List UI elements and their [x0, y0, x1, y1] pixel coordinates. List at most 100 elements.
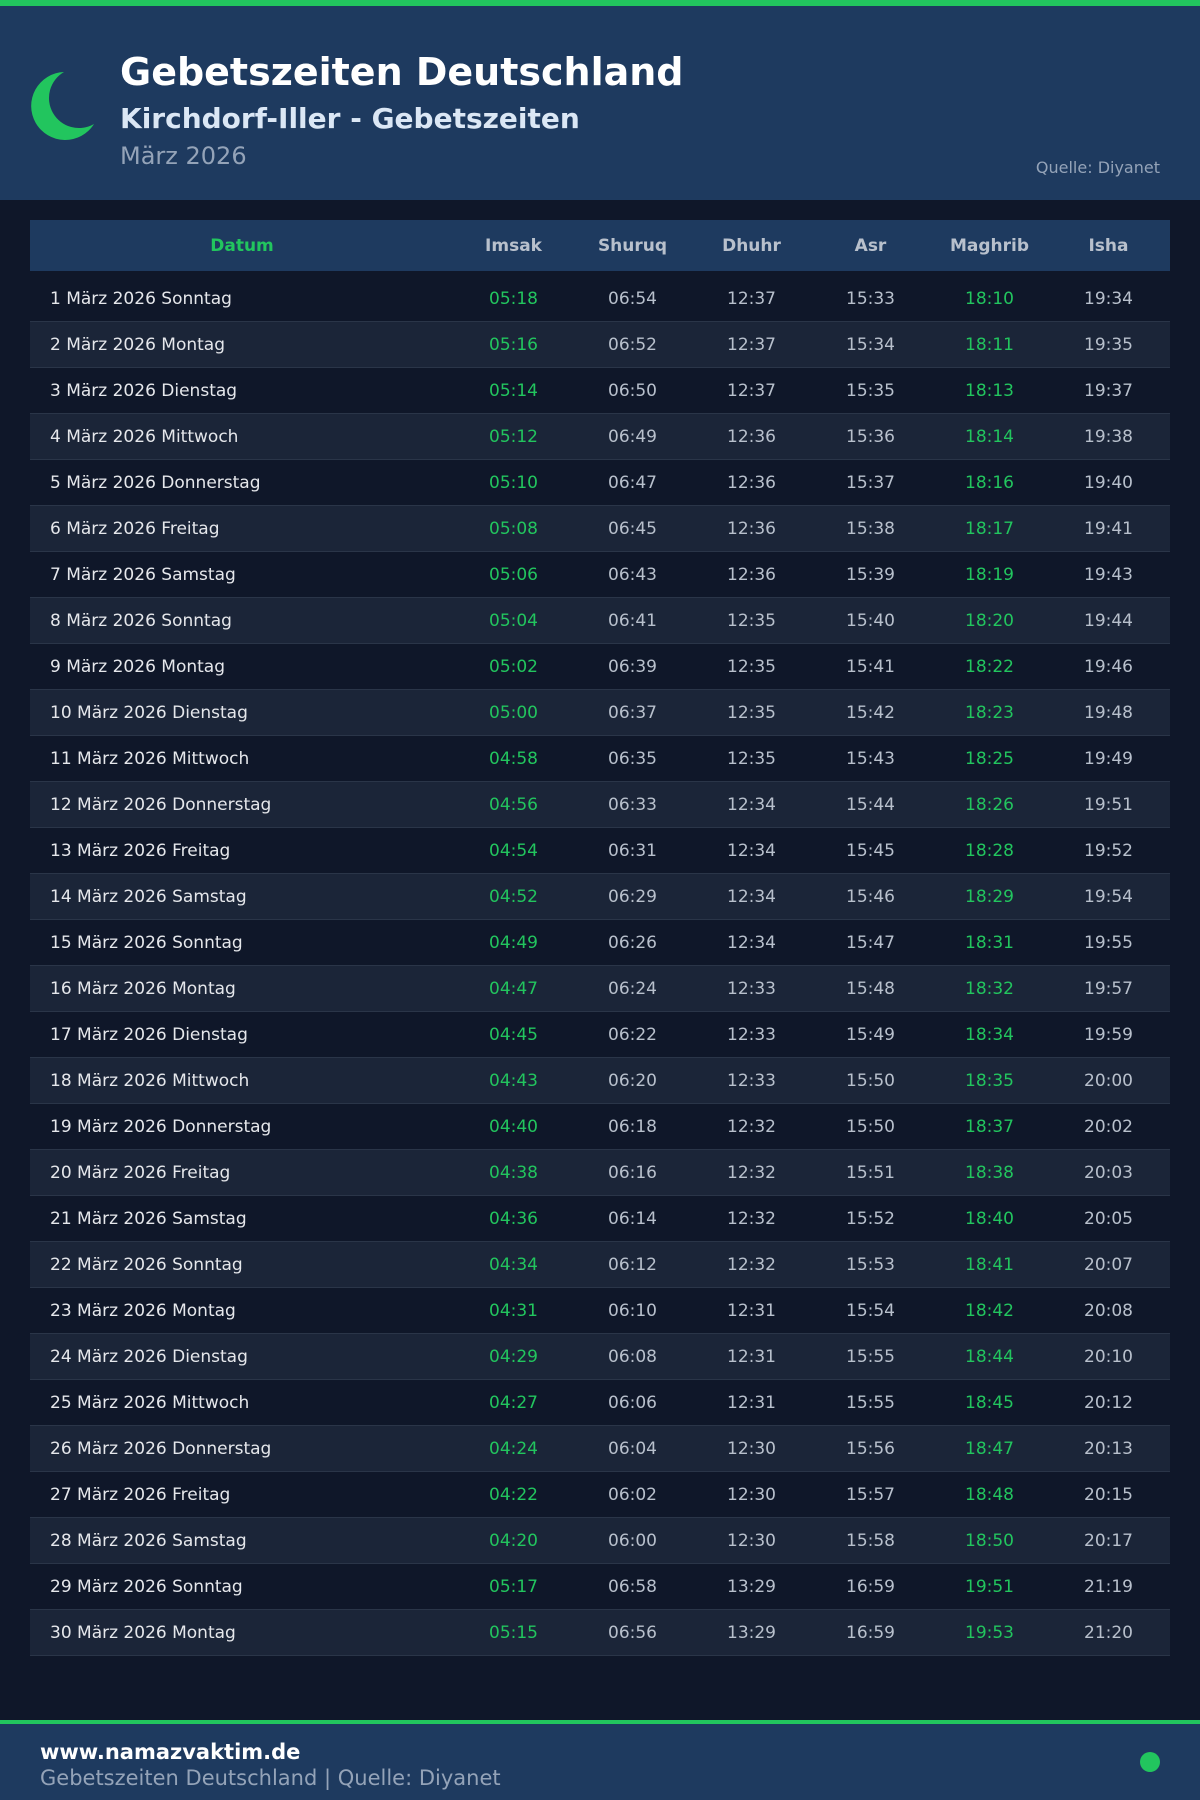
time-cell-imsak: 04:56 — [489, 794, 538, 815]
time-cell-dhuhr: 12:37 — [727, 334, 776, 355]
time-cell-isha: 19:48 — [1084, 702, 1133, 723]
time-cell-isha: 19:57 — [1084, 978, 1133, 999]
table-row: 8 März 2026 Sonntag 05:04 06:41 12:35 15:40 1… — [30, 598, 1170, 644]
time-cell-dhuhr: 13:29 — [727, 1622, 776, 1643]
time-cell-imsak: 05:00 — [489, 702, 538, 723]
time-cell-dhuhr: 12:36 — [727, 564, 776, 585]
date-cell: 23 März 2026 Montag — [50, 1300, 236, 1321]
time-cell-dhuhr: 12:31 — [727, 1300, 776, 1321]
time-cell-asr: 15:52 — [846, 1208, 895, 1229]
table-row: 15 März 2026 Sonntag 04:49 06:26 12:34 15:47… — [30, 920, 1170, 966]
time-cell-shuruq: 06:06 — [608, 1392, 657, 1413]
column-header-isha: Isha — [1088, 235, 1129, 256]
time-cell-shuruq: 06:35 — [608, 748, 657, 769]
date-cell: 5 März 2026 Donnerstag — [50, 472, 261, 493]
time-cell-shuruq: 06:24 — [608, 978, 657, 999]
time-cell-maghrib: 18:44 — [965, 1346, 1014, 1367]
time-cell-shuruq: 06:14 — [608, 1208, 657, 1229]
time-cell-shuruq: 06:29 — [608, 886, 657, 907]
time-cell-imsak: 05:08 — [489, 518, 538, 539]
time-cell-isha: 20:00 — [1084, 1070, 1133, 1091]
time-cell-shuruq: 06:08 — [608, 1346, 657, 1367]
date-cell: 26 März 2026 Donnerstag — [50, 1438, 272, 1459]
column-header-shuruq: Shuruq — [597, 235, 668, 256]
date-cell: 11 März 2026 Mittwoch — [50, 748, 250, 769]
time-cell-maghrib: 19:53 — [965, 1622, 1014, 1643]
time-cell-dhuhr: 12:36 — [727, 518, 776, 539]
time-cell-imsak: 04:34 — [489, 1254, 538, 1275]
time-cell-maghrib: 18:25 — [965, 748, 1014, 769]
time-cell-maghrib: 18:34 — [965, 1024, 1014, 1045]
time-cell-isha: 19:55 — [1084, 932, 1133, 953]
date-cell: 10 März 2026 Dienstag — [50, 702, 248, 723]
time-cell-shuruq: 06:58 — [608, 1576, 657, 1597]
time-cell-asr: 15:58 — [846, 1530, 895, 1551]
time-cell-maghrib: 18:29 — [965, 886, 1014, 907]
time-cell-asr: 15:54 — [846, 1300, 895, 1321]
time-cell-shuruq: 06:45 — [608, 518, 657, 539]
time-cell-dhuhr: 12:36 — [727, 426, 776, 447]
time-cell-asr: 15:39 — [846, 564, 895, 585]
time-cell-isha: 20:03 — [1084, 1162, 1133, 1183]
time-cell-dhuhr: 12:36 — [727, 472, 776, 493]
time-cell-isha: 19:37 — [1084, 380, 1133, 401]
time-cell-maghrib: 18:14 — [965, 426, 1014, 447]
table-row: 22 März 2026 Sonntag 04:34 06:12 12:32 15:53… — [30, 1242, 1170, 1288]
status-dot-icon — [1140, 1752, 1160, 1772]
table-row: 14 März 2026 Samstag 04:52 06:29 12:34 15:46… — [30, 874, 1170, 920]
time-cell-dhuhr: 12:33 — [727, 1070, 776, 1091]
table-header: Datum Imsak Shuruq Dhuhr Asr Maghrib Isha — [30, 220, 1170, 271]
time-cell-shuruq: 06:54 — [608, 288, 657, 309]
time-cell-asr: 15:57 — [846, 1484, 895, 1505]
table-row: 24 März 2026 Dienstag 04:29 06:08 12:31 15:5… — [30, 1334, 1170, 1380]
time-cell-dhuhr: 12:35 — [727, 748, 776, 769]
time-cell-asr: 15:51 — [846, 1162, 895, 1183]
time-cell-asr: 15:48 — [846, 978, 895, 999]
time-cell-imsak: 04:31 — [489, 1300, 538, 1321]
time-cell-dhuhr: 12:33 — [727, 1024, 776, 1045]
time-cell-isha: 19:54 — [1084, 886, 1133, 907]
time-cell-dhuhr: 12:32 — [727, 1208, 776, 1229]
table-row: 13 März 2026 Freitag 04:54 06:31 12:34 15:45… — [30, 828, 1170, 874]
time-cell-isha: 19:51 — [1084, 794, 1133, 815]
footer-site-link[interactable]: www.namazvaktim.de — [40, 1740, 301, 1764]
table-row: 25 März 2026 Mittwoch 04:27 06:06 12:31 15:5… — [30, 1380, 1170, 1426]
time-cell-dhuhr: 12:34 — [727, 794, 776, 815]
time-cell-maghrib: 18:35 — [965, 1070, 1014, 1091]
time-cell-maghrib: 18:42 — [965, 1300, 1014, 1321]
time-cell-asr: 15:41 — [846, 656, 895, 677]
time-cell-shuruq: 06:50 — [608, 380, 657, 401]
date-cell: 16 März 2026 Montag — [50, 978, 236, 999]
date-cell: 9 März 2026 Montag — [50, 656, 226, 677]
time-cell-maghrib: 18:45 — [965, 1392, 1014, 1413]
time-cell-dhuhr: 12:30 — [727, 1484, 776, 1505]
time-cell-imsak: 04:58 — [489, 748, 538, 769]
column-header-dhuhr: Dhuhr — [722, 235, 781, 256]
date-cell: 1 März 2026 Sonntag — [50, 288, 232, 309]
time-cell-maghrib: 18:32 — [965, 978, 1014, 999]
time-cell-maghrib: 18:17 — [965, 518, 1014, 539]
time-cell-isha: 19:34 — [1084, 288, 1133, 309]
time-cell-asr: 15:34 — [846, 334, 895, 355]
time-cell-imsak: 04:49 — [489, 932, 538, 953]
column-header-imsak: Imsak — [485, 235, 542, 256]
table-row: 7 März 2026 Samstag 05:06 06:43 12:36 15:39 1… — [30, 552, 1170, 598]
time-cell-dhuhr: 12:34 — [727, 840, 776, 861]
date-cell: 30 März 2026 Montag — [50, 1622, 236, 1643]
time-cell-dhuhr: 12:37 — [727, 380, 776, 401]
time-cell-shuruq: 06:12 — [608, 1254, 657, 1275]
time-cell-maghrib: 18:41 — [965, 1254, 1014, 1275]
time-cell-dhuhr: 12:35 — [727, 610, 776, 631]
table-row: 26 März 2026 Donnerstag 04:24 06:04 12:30 15… — [30, 1426, 1170, 1472]
table-row: 27 März 2026 Freitag 04:22 06:02 12:30 15:57… — [30, 1472, 1170, 1518]
table-row: 11 März 2026 Mittwoch 04:58 06:35 12:35 15:4… — [30, 736, 1170, 782]
crescent-moon-icon — [31, 72, 94, 140]
time-cell-asr: 15:36 — [846, 426, 895, 447]
date-cell: 21 März 2026 Samstag — [50, 1208, 247, 1229]
top-accent-bar — [0, 0, 1200, 6]
time-cell-asr: 15:40 — [846, 610, 895, 631]
time-cell-maghrib: 18:38 — [965, 1162, 1014, 1183]
time-cell-isha: 20:02 — [1084, 1116, 1133, 1137]
time-cell-maghrib: 18:22 — [965, 656, 1014, 677]
time-cell-imsak: 04:36 — [489, 1208, 538, 1229]
